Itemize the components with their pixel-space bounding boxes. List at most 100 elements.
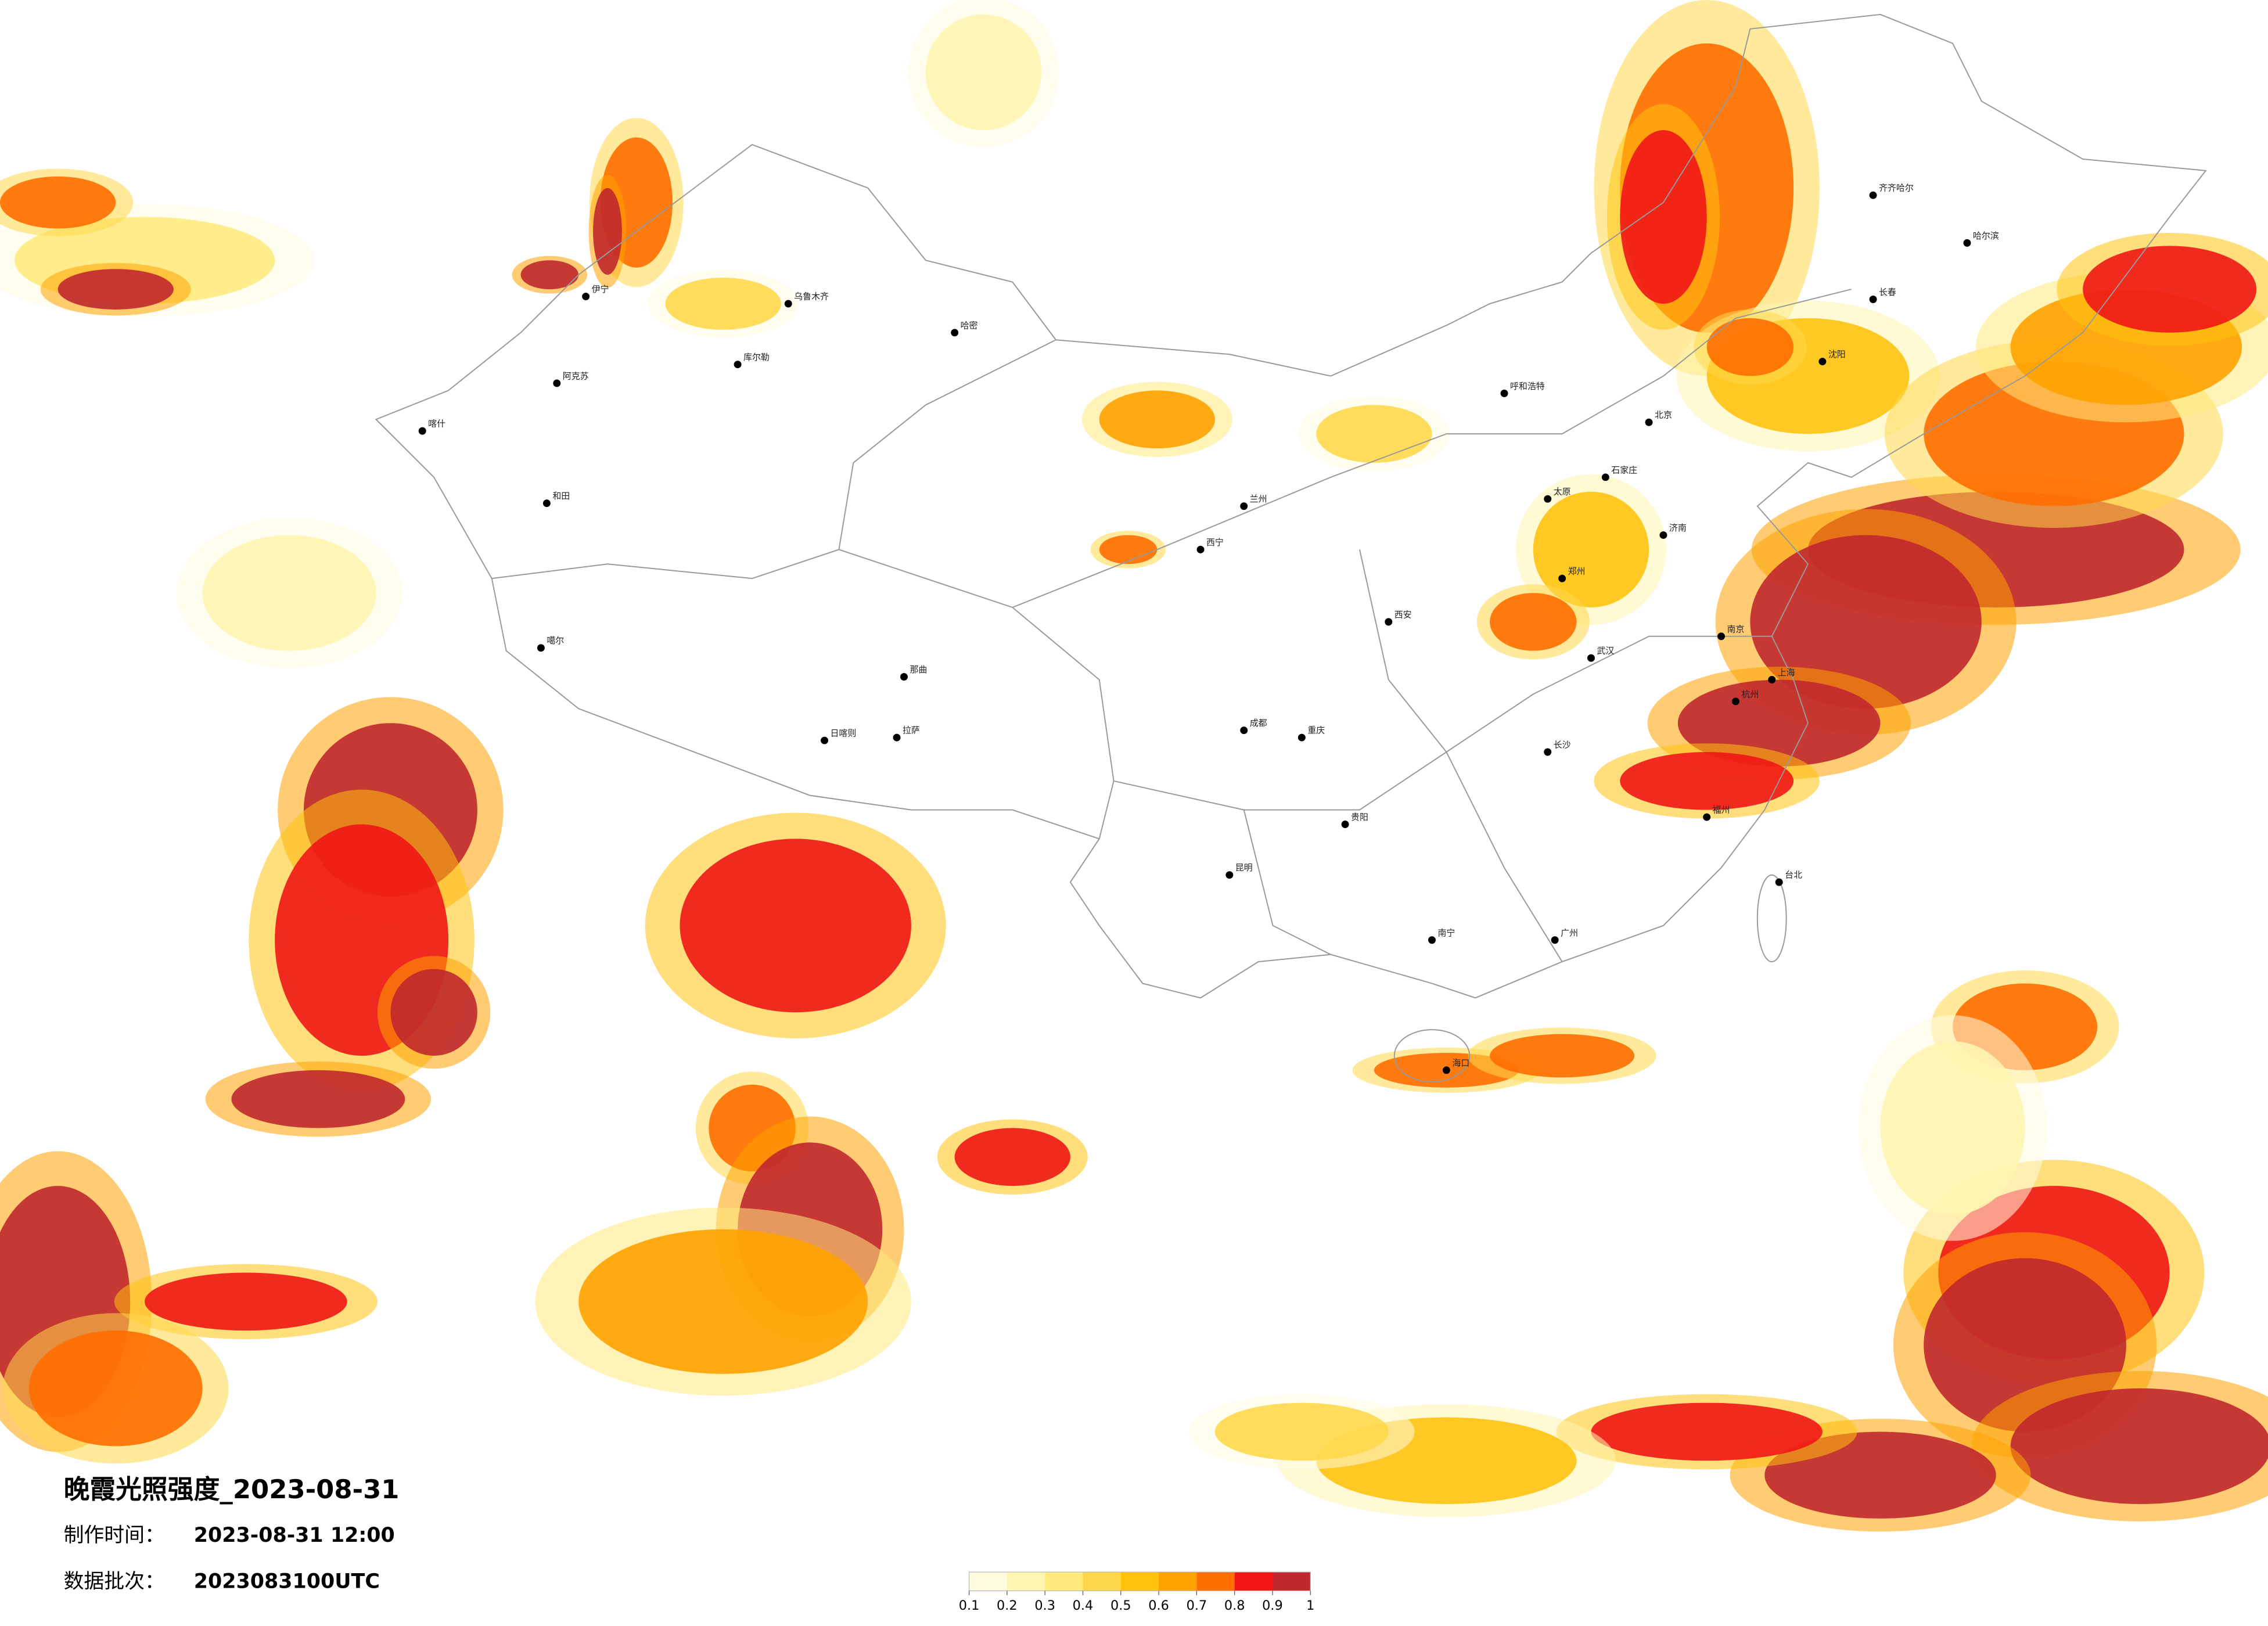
city-label: 哈尔滨 (1973, 231, 1999, 241)
city-dot (1551, 936, 1559, 944)
colorbar-tick-label: 0.9 (1262, 1598, 1283, 1613)
intensity-patch (231, 1070, 405, 1128)
intensity-layer (0, 0, 2268, 1532)
city-label: 南京 (1727, 624, 1745, 634)
city-dot (418, 427, 426, 435)
city-dot (1587, 654, 1595, 662)
colorbar-tick-label: 0.4 (1073, 1598, 1094, 1613)
city-label: 北京 (1655, 410, 1672, 420)
city-dot (1385, 618, 1393, 626)
city-dot (1869, 296, 1877, 303)
city-dot (1225, 871, 1234, 879)
city-dot (537, 644, 545, 652)
city-dot (734, 361, 742, 369)
city-label: 拉萨 (903, 725, 920, 736)
colorbar-tick-label: 1 (1306, 1598, 1314, 1613)
city-label: 海口 (1452, 1057, 1469, 1068)
city-dot (1768, 676, 1776, 684)
intensity-patch (593, 188, 622, 275)
city-dot (821, 736, 829, 744)
intensity-patch (0, 176, 116, 229)
city-dot (582, 293, 590, 301)
city-dot (1775, 878, 1783, 886)
city-label: 噶尔 (547, 635, 564, 646)
intensity-patch (1620, 130, 1707, 304)
city-dot (1963, 239, 1971, 247)
intensity-patch (57, 269, 174, 310)
city-dot (784, 300, 792, 308)
colorbar: 0.1 0.2 0.3 0.4 0.5 0.6 0.7 0.8 0.9 1 (959, 1571, 1314, 1613)
colorbar-tick-label: 0.1 (959, 1598, 980, 1613)
province-border (1359, 549, 1563, 962)
colorbar-swatch (1083, 1572, 1121, 1591)
made-time: 2023-08-31 12:00 (194, 1524, 395, 1547)
colorbar-swatch (1120, 1572, 1159, 1591)
intensity-patch (520, 260, 579, 290)
intensity-patch (1490, 1034, 1635, 1078)
city-dot (1196, 545, 1205, 553)
city-dot (951, 329, 959, 337)
country-outline (375, 13, 2207, 1082)
city-label: 武汉 (1597, 646, 1614, 656)
intensity-patch (1706, 318, 1794, 376)
intensity-patch (954, 1128, 1070, 1186)
colorbar-tick-label: 0.8 (1224, 1598, 1245, 1613)
city-label: 贵阳 (1351, 812, 1368, 822)
intensity-patch (390, 969, 477, 1056)
city-label: 台北 (1785, 870, 1802, 880)
city-label: 杭州 (1741, 689, 1759, 699)
city-dot (1240, 502, 1248, 510)
city-label: 郑州 (1568, 566, 1586, 577)
intensity-patch (1490, 593, 1577, 651)
intensity-patch (1880, 1041, 2025, 1215)
made-label: 制作时间： (64, 1524, 165, 1547)
city-label: 日喀则 (830, 728, 856, 739)
city-dot (1732, 697, 1739, 706)
city-label: 喀什 (428, 419, 445, 429)
colorbar-swatch (1045, 1572, 1083, 1591)
city-dot (1645, 418, 1653, 426)
intensity-patch (145, 1272, 347, 1331)
intensity-patch (1316, 405, 1432, 463)
city-dot (1428, 936, 1436, 944)
city-dot (1659, 531, 1667, 539)
city-dot (893, 733, 901, 742)
colorbar-swatch (1234, 1572, 1273, 1591)
city-dot (553, 379, 561, 387)
city-dot (1341, 821, 1349, 829)
city-label: 乌鲁木齐 (794, 292, 829, 302)
province-border (1012, 289, 1852, 608)
city-label: 南宁 (1437, 927, 1455, 938)
colorbar-swatch (1159, 1572, 1197, 1591)
province-border (839, 549, 1115, 839)
intensity-patch (578, 1229, 868, 1374)
city-label: 阿克苏 (563, 370, 589, 381)
city-label: 和田 (552, 491, 570, 501)
city-label: 重庆 (1307, 725, 1325, 736)
city-label: 太原 (1554, 487, 1571, 497)
city-dot (1544, 748, 1552, 756)
city-label: 库尔勒 (743, 352, 770, 362)
intensity-patch (28, 1330, 203, 1447)
map-title: 晚霞光照强度_2023-08-31 (64, 1474, 400, 1505)
city-dot (1240, 726, 1248, 735)
colorbar-frame (968, 1571, 1311, 1592)
city-label: 成都 (1250, 718, 1267, 728)
city-dot (1818, 358, 1827, 366)
city-dot (1601, 473, 1609, 481)
city-dot (1703, 813, 1711, 821)
city-label: 长春 (1879, 287, 1896, 297)
city-label: 西安 (1394, 609, 1412, 620)
city-label: 呼和浩特 (1510, 381, 1545, 391)
city-label: 伊宁 (592, 284, 609, 294)
intensity-patch (2083, 246, 2257, 333)
intensity-patch (1620, 752, 1794, 810)
city-label: 兰州 (1250, 494, 1267, 504)
colorbar-tick-label: 0.3 (1034, 1598, 1055, 1613)
city-label: 昆明 (1235, 862, 1253, 873)
batch-value: 2023083100UTC (194, 1570, 380, 1593)
city-label: 石家庄 (1611, 465, 1637, 475)
